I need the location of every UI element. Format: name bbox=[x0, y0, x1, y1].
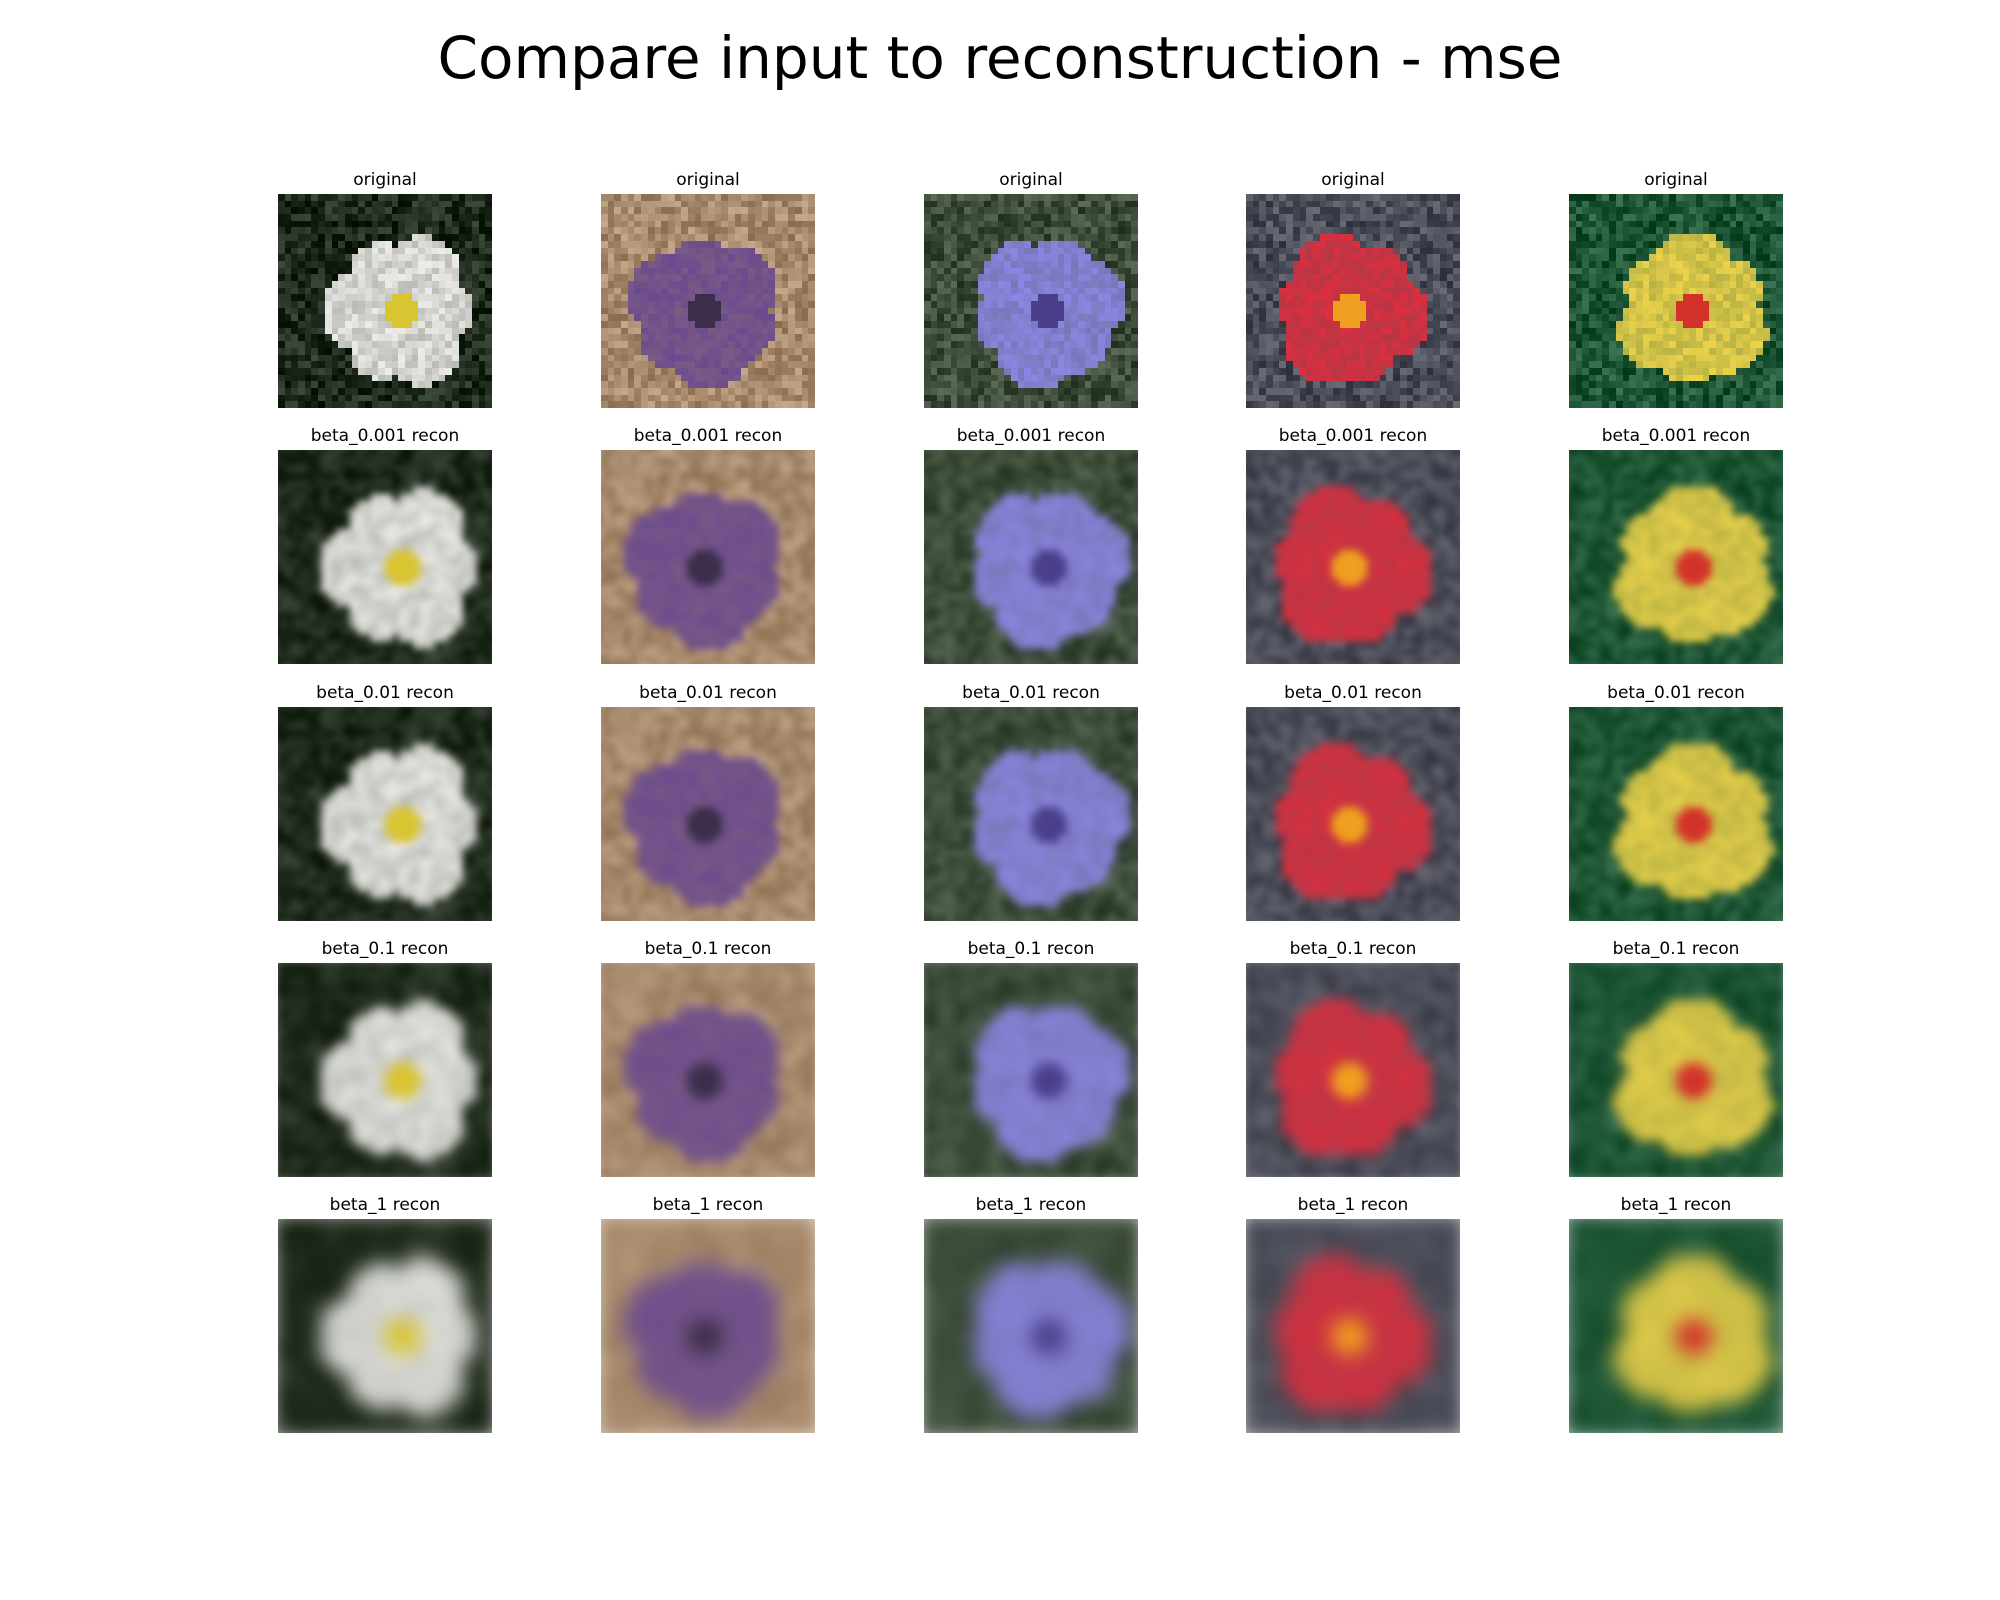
reconstruction-image bbox=[1569, 707, 1783, 921]
reconstruction-image bbox=[1246, 963, 1460, 1177]
cell-title: original bbox=[999, 170, 1063, 190]
cell-title: beta_0.01 recon bbox=[1607, 683, 1745, 703]
original-image bbox=[601, 194, 815, 408]
reconstruction-image bbox=[1569, 963, 1783, 1177]
cell-title: beta_0.001 recon bbox=[1278, 426, 1428, 446]
original-image bbox=[924, 194, 1138, 408]
reconstruction-image bbox=[278, 707, 492, 921]
cell-title: beta_0.001 recon bbox=[1601, 426, 1751, 446]
cell-title: beta_1 recon bbox=[975, 1195, 1087, 1215]
cell-title: beta_0.001 recon bbox=[633, 426, 783, 446]
reconstruction-image bbox=[924, 963, 1138, 1177]
figure-title: Compare input to reconstruction - mse bbox=[437, 24, 1563, 92]
reconstruction-image bbox=[1569, 1219, 1783, 1433]
cell-title: beta_1 recon bbox=[1297, 1195, 1409, 1215]
reconstruction-image bbox=[601, 1219, 815, 1433]
cell-title: beta_0.1 recon bbox=[321, 939, 449, 959]
cell-title: original bbox=[1644, 170, 1708, 190]
cell-title: beta_0.01 recon bbox=[962, 683, 1100, 703]
cell-title: beta_0.01 recon bbox=[316, 683, 454, 703]
reconstruction-image bbox=[924, 707, 1138, 921]
reconstruction-image bbox=[1246, 450, 1460, 664]
reconstruction-image bbox=[601, 963, 815, 1177]
cell-title: beta_0.01 recon bbox=[1284, 683, 1422, 703]
cell-title: beta_1 recon bbox=[652, 1195, 764, 1215]
reconstruction-image bbox=[924, 1219, 1138, 1433]
reconstruction-image bbox=[1569, 450, 1783, 664]
original-image bbox=[1569, 194, 1783, 408]
cell-title: beta_0.1 recon bbox=[967, 939, 1095, 959]
reconstruction-image bbox=[924, 450, 1138, 664]
cell-title: original bbox=[1321, 170, 1385, 190]
reconstruction-image bbox=[278, 1219, 492, 1433]
reconstruction-image bbox=[278, 450, 492, 664]
cell-title: beta_0.001 recon bbox=[310, 426, 460, 446]
reconstruction-image bbox=[1246, 1219, 1460, 1433]
reconstruction-image bbox=[278, 963, 492, 1177]
cell-title: beta_0.1 recon bbox=[1612, 939, 1740, 959]
cell-title: beta_0.001 recon bbox=[956, 426, 1106, 446]
reconstruction-image bbox=[601, 450, 815, 664]
cell-title: beta_1 recon bbox=[329, 1195, 441, 1215]
original-image bbox=[278, 194, 492, 408]
cell-title: beta_1 recon bbox=[1620, 1195, 1732, 1215]
cell-title: beta_0.1 recon bbox=[1289, 939, 1417, 959]
original-image bbox=[1246, 194, 1460, 408]
cell-title: beta_0.01 recon bbox=[639, 683, 777, 703]
reconstruction-image bbox=[1246, 707, 1460, 921]
cell-title: original bbox=[353, 170, 417, 190]
cell-title: beta_0.1 recon bbox=[644, 939, 772, 959]
reconstruction-image bbox=[601, 707, 815, 921]
cell-title: original bbox=[676, 170, 740, 190]
